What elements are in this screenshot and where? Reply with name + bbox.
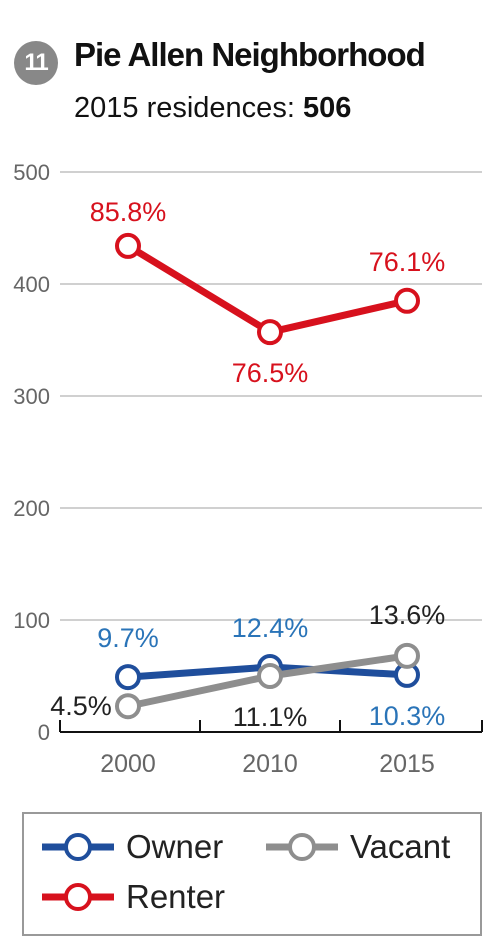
chart-subtitle: 2015 residences: 506: [74, 92, 351, 125]
y-tick-label: 0: [38, 720, 50, 745]
data-label-owner-2000: 9.7%: [97, 623, 159, 653]
y-tick-label: 100: [13, 608, 50, 633]
data-label-vacant-2000: 4.5%: [50, 691, 112, 721]
legend-item-renter: Renter: [40, 878, 225, 916]
legend-item-owner: Owner: [40, 828, 223, 866]
line-chart: 0 100 200 300 400 500 2000 2010 2015 9.7% 12.4% 10…: [13, 160, 483, 778]
y-tick-label: 200: [13, 496, 50, 521]
point-vacant-2015: [394, 642, 420, 669]
legend-label-owner: Owner: [126, 828, 224, 865]
data-label-renter-2015: 76.1%: [369, 247, 446, 277]
series-line-renter: [126, 242, 408, 336]
legend-label-renter: Renter: [126, 878, 226, 915]
data-label-renter-2010: 76.5%: [232, 358, 309, 388]
data-label-vacant-2015: 13.6%: [369, 600, 446, 630]
data-label-renter-2000: 85.8%: [90, 197, 167, 227]
point-renter-2000: [115, 232, 141, 259]
series: [115, 232, 420, 720]
axes: 0 100 200 300 400 500 2000 2010 2015: [13, 160, 483, 778]
legend-swatch-vacant: [266, 833, 338, 861]
point-vacant-2010: [257, 663, 283, 689]
point-owner-2000: [115, 664, 141, 691]
y-tick-label: 400: [13, 272, 50, 297]
chart-title: Pie Allen Neighborhood: [74, 36, 426, 73]
data-label-owner-2015: 10.3%: [369, 701, 446, 731]
subtitle-value: 506: [302, 92, 352, 124]
legend-item-vacant: Vacant: [264, 828, 450, 866]
data-label-vacant-2010: 11.1%: [233, 702, 308, 732]
data-label-owner-2010: 12.4%: [232, 613, 309, 643]
gridlines: [60, 171, 482, 621]
subtitle-prefix: 2015 residences:: [74, 92, 303, 124]
x-tick-label-2000: 2000: [100, 750, 156, 778]
y-tick-label: 300: [13, 384, 50, 409]
data-labels: 9.7% 12.4% 10.3% 85.8% 76.5% 76.1% 4.5% 11.1% 13…: [50, 197, 445, 732]
point-vacant-2000: [115, 693, 141, 720]
legend-label-vacant: Vacant: [350, 828, 451, 865]
legend-swatch-owner: [42, 833, 114, 861]
legend: Owner Vacant Renter: [22, 812, 482, 936]
x-tick-label-2015: 2015: [379, 750, 435, 778]
x-tick-label-2010: 2010: [242, 750, 298, 778]
point-renter-2010: [257, 319, 283, 346]
number-badge: 11: [14, 41, 58, 85]
y-tick-label: 500: [13, 160, 50, 185]
point-renter-2015: [394, 287, 420, 314]
legend-swatch-renter: [42, 883, 114, 911]
